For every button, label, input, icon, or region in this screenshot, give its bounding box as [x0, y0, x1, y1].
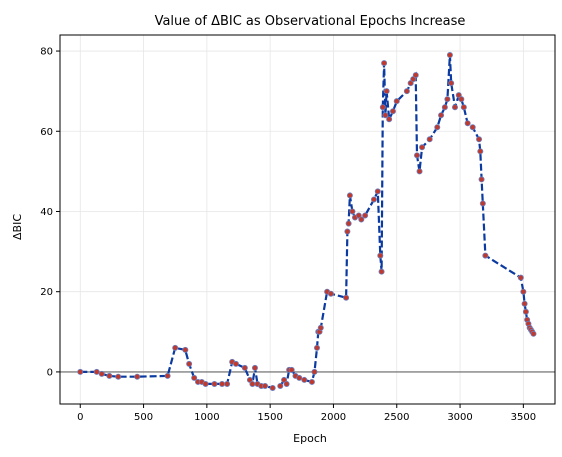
y-tick-label: 60: [40, 127, 53, 138]
data-point: [345, 220, 352, 227]
data-point: [327, 290, 334, 297]
data-point: [517, 274, 524, 281]
y-tick-label: 0: [47, 367, 53, 378]
data-point: [419, 144, 426, 151]
data-point: [251, 364, 258, 371]
data-point: [379, 104, 386, 111]
data-point: [382, 112, 389, 119]
data-point: [478, 176, 485, 183]
data-point: [448, 80, 455, 87]
data-point: [386, 116, 393, 123]
x-tick-label: 1000: [194, 412, 219, 423]
data-point: [521, 300, 528, 307]
data-point: [403, 88, 410, 95]
data-point: [378, 268, 385, 275]
data-point: [224, 380, 231, 387]
data-point: [389, 108, 396, 115]
data-point: [202, 380, 209, 387]
data-point: [346, 192, 353, 199]
data-point: [479, 200, 486, 207]
data-point: [98, 370, 105, 377]
data-point: [438, 112, 445, 119]
data-point: [308, 378, 315, 385]
data-point: [444, 96, 451, 103]
y-axis-ticks: 0 20 40 60 80: [40, 47, 60, 378]
data-point: [186, 360, 193, 367]
data-point: [520, 288, 527, 295]
data-point: [296, 374, 303, 381]
data-point: [393, 98, 400, 105]
chart-title: Value of ΔBIC as Observational Epochs In…: [155, 14, 466, 29]
data-point: [277, 382, 284, 389]
data-point: [522, 308, 529, 315]
data-point: [219, 380, 226, 387]
x-axis-ticks: 0 500 1000 1500 2000 2500 3000 3500: [77, 404, 536, 423]
data-points: [77, 52, 537, 391]
y-axis-label: ΔBIC: [11, 214, 24, 240]
data-point: [164, 372, 171, 379]
x-tick-label: 1500: [257, 412, 282, 423]
x-tick-label: 0: [77, 412, 83, 423]
data-point: [370, 196, 377, 203]
data-point: [77, 368, 84, 375]
data-point: [458, 96, 465, 103]
data-point: [249, 380, 256, 387]
data-point: [426, 136, 433, 143]
data-point: [416, 168, 423, 175]
data-point: [241, 364, 248, 371]
data-point: [269, 384, 276, 391]
data-point: [301, 376, 308, 383]
y-tick-label: 40: [40, 207, 53, 218]
x-tick-label: 2500: [384, 412, 409, 423]
data-point: [343, 294, 350, 301]
data-point: [477, 148, 484, 155]
data-point: [93, 368, 100, 375]
x-tick-label: 3500: [511, 412, 536, 423]
data-point: [441, 104, 448, 111]
data-point: [288, 366, 295, 373]
x-tick-label: 2000: [321, 412, 346, 423]
data-point: [283, 380, 290, 387]
data-point: [115, 373, 122, 380]
data-point: [451, 104, 458, 111]
data-point: [446, 52, 453, 59]
data-point: [182, 346, 189, 353]
x-tick-label: 3000: [447, 412, 472, 423]
data-point: [211, 380, 218, 387]
data-point: [313, 344, 320, 351]
data-point: [311, 368, 318, 375]
data-point: [460, 104, 467, 111]
data-point: [344, 228, 351, 235]
data-point: [381, 60, 388, 67]
data-point: [476, 136, 483, 143]
data-point: [377, 252, 384, 259]
data-point: [106, 372, 113, 379]
plot-frame: [59, 34, 556, 405]
y-tick-label: 20: [40, 287, 53, 298]
data-point: [464, 120, 471, 127]
data-point: [434, 124, 441, 131]
data-point: [262, 382, 269, 389]
data-point: [530, 330, 537, 337]
data-point: [469, 124, 476, 131]
data-point: [191, 374, 198, 381]
data-point: [134, 373, 141, 380]
data-point: [482, 252, 489, 259]
data-point: [232, 360, 239, 367]
data-point: [362, 212, 369, 219]
data-point: [414, 152, 421, 159]
y-tick-label: 80: [40, 47, 53, 58]
x-axis-label: Epoch: [293, 432, 327, 445]
x-tick-label: 500: [134, 412, 153, 423]
data-point: [383, 88, 390, 95]
grid-lines: [60, 35, 555, 404]
data-point: [358, 216, 365, 223]
data-point: [317, 324, 324, 331]
data-point: [374, 188, 381, 195]
data-point: [412, 72, 419, 79]
data-point: [172, 344, 179, 351]
data-point: [349, 208, 356, 215]
